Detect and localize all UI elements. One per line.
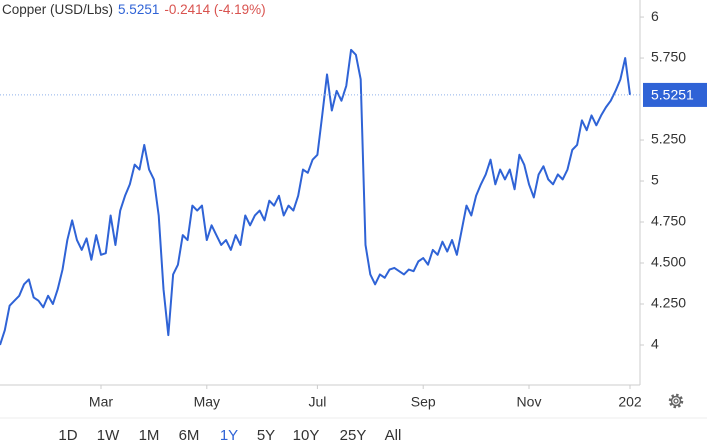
range-button[interactable]: 1Y [220, 427, 238, 444]
y-tick-label: 4.750 [651, 213, 686, 229]
x-tick-label: Jul [308, 394, 326, 410]
x-tick-label: Sep [411, 394, 436, 410]
range-button[interactable]: 10Y [293, 427, 320, 444]
x-tick-label: 202 [618, 394, 642, 410]
price-line [0, 48, 631, 346]
range-button[interactable]: 1W [97, 427, 120, 444]
last-price-box [643, 82, 707, 107]
range-button[interactable]: All [385, 427, 402, 444]
price-change: -0.2414 (-4.19%) [164, 2, 266, 17]
range-button[interactable]: 1D [58, 427, 77, 444]
y-tick-label: 5 [651, 172, 659, 188]
x-tick-label: May [194, 394, 220, 410]
range-button[interactable]: 25Y [340, 427, 367, 444]
y-tick-label: 6 [651, 8, 659, 24]
y-tick-label: 5.750 [651, 49, 686, 65]
x-tick-label: Mar [89, 394, 113, 410]
header: Copper (USD/Lbs) 5.5251 -0.2414 (-4.19%) [2, 2, 271, 17]
settings-icon[interactable] [668, 393, 684, 409]
last-price: 5.5251 [118, 2, 160, 17]
instrument-name: Copper (USD/Lbs) [2, 2, 114, 17]
y-tick-label: 5.250 [651, 131, 686, 147]
y-tick-label: 4.500 [651, 254, 686, 270]
last-price-label: 5.5251 [651, 87, 694, 103]
x-tick-label: Nov [517, 394, 542, 410]
y-tick-label: 4.250 [651, 295, 686, 311]
y-tick-label: 4 [651, 336, 659, 352]
range-button[interactable]: 6M [179, 427, 200, 444]
range-button[interactable]: 5Y [257, 427, 275, 444]
range-button[interactable]: 1M [139, 427, 160, 444]
